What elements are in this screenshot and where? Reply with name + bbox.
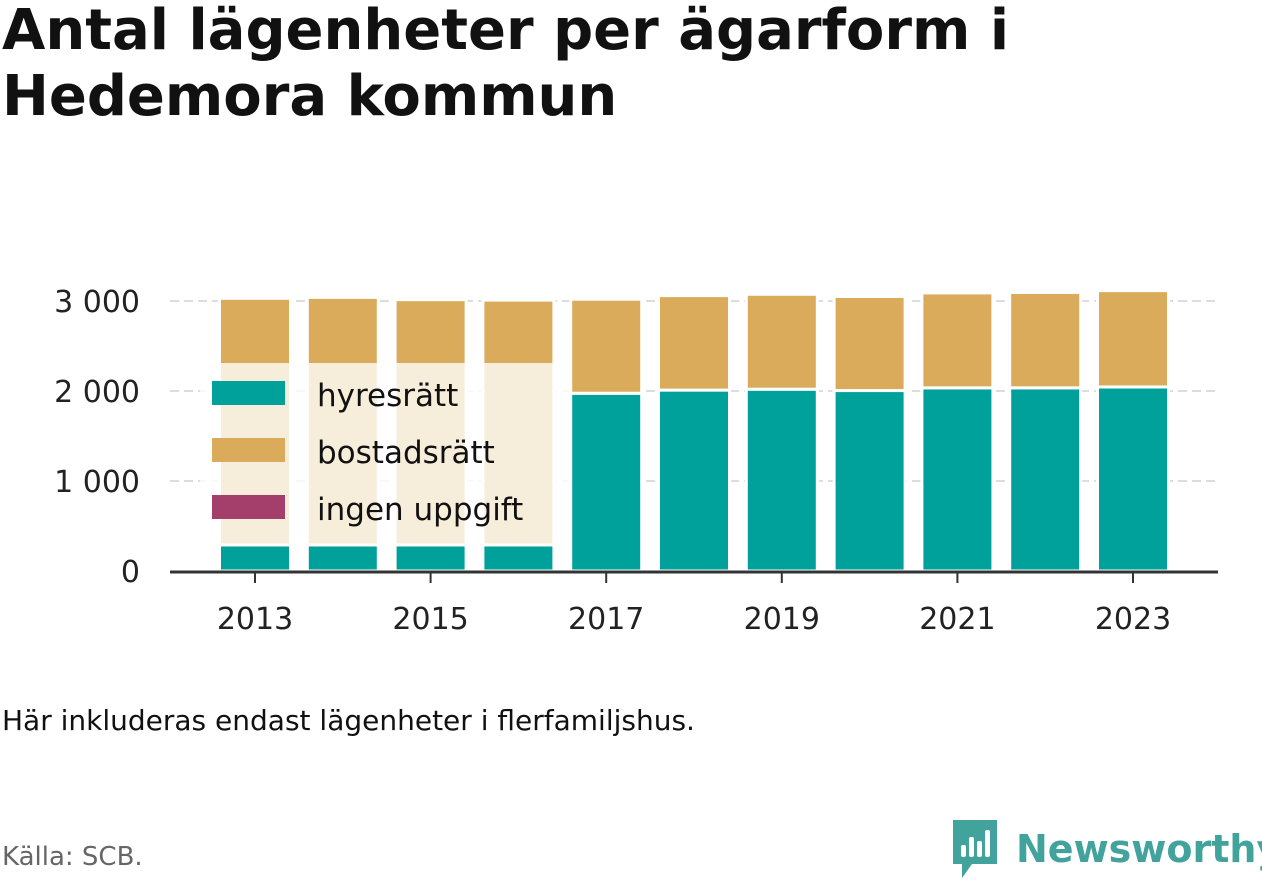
chart-title: Antal lägenheter per ägarform i Hedemora… <box>2 0 1010 129</box>
x-tick-label: 2021 <box>919 602 995 637</box>
legend: hyresrätt bostadsrätt ingen uppgift <box>200 363 570 545</box>
brand-name: Newsworthy <box>1016 827 1262 871</box>
x-tick-label: 2019 <box>744 602 820 637</box>
bar-2014-hyresrätt <box>305 543 380 573</box>
legend-swatch-hyresrätt <box>212 381 285 405</box>
bar-2017-hyresrätt <box>569 391 644 573</box>
source-text: Källa: SCB. <box>2 842 143 872</box>
bar-2013-hyresrätt <box>218 543 292 573</box>
x-tick-label: 2017 <box>568 602 644 637</box>
x-tick-label: 2015 <box>392 602 468 637</box>
chart-note: Här inkluderas endast lägenheter i flerf… <box>2 704 695 737</box>
legend-swatch-bostadsrätt <box>212 438 285 462</box>
bar-chart-speech-bubble-icon <box>953 820 997 878</box>
axes: 0 1 000 2 000 3 000 2013 2015 2017 2019 2021 2023 <box>54 285 1218 637</box>
bar-2020-hyresrätt <box>832 389 907 573</box>
y-tick-label: 1 000 <box>54 465 140 500</box>
bar-2023-bostadsrätt <box>1096 289 1170 389</box>
bar-2021-hyresrätt <box>920 386 995 573</box>
x-tick-label: 2023 <box>1095 602 1171 637</box>
bar-2017-bostadsrätt <box>569 297 644 395</box>
bar-2020-bostadsrätt <box>832 295 907 393</box>
newsworthy-logo: Newsworthy <box>950 818 1262 880</box>
legend-label: hyresrätt <box>317 378 458 414</box>
bar-2019-bostadsrätt <box>744 292 819 391</box>
bar-2023-hyresrätt <box>1096 385 1170 573</box>
bar-2018-hyresrätt <box>657 388 731 573</box>
bar-2016-hyresrätt <box>481 543 556 573</box>
bar-2022-hyresrätt <box>1008 386 1083 573</box>
y-tick-label: 3 000 <box>54 285 140 320</box>
legend-label: ingen uppgift <box>317 492 523 528</box>
x-tick-label: 2013 <box>217 602 293 637</box>
legend-swatch-ingen-uppgift <box>212 495 285 519</box>
y-tick-label: 2 000 <box>54 375 140 410</box>
y-tick-label: 0 <box>121 555 140 590</box>
bar-2015-hyresrätt <box>393 543 468 573</box>
bar-2018-bostadsrätt <box>657 294 731 392</box>
bar-2019-hyresrätt <box>744 387 819 573</box>
bar-2022-bostadsrätt <box>1008 290 1083 390</box>
legend-label: bostadsrätt <box>317 435 495 471</box>
bar-2021-bostadsrätt <box>920 291 995 390</box>
